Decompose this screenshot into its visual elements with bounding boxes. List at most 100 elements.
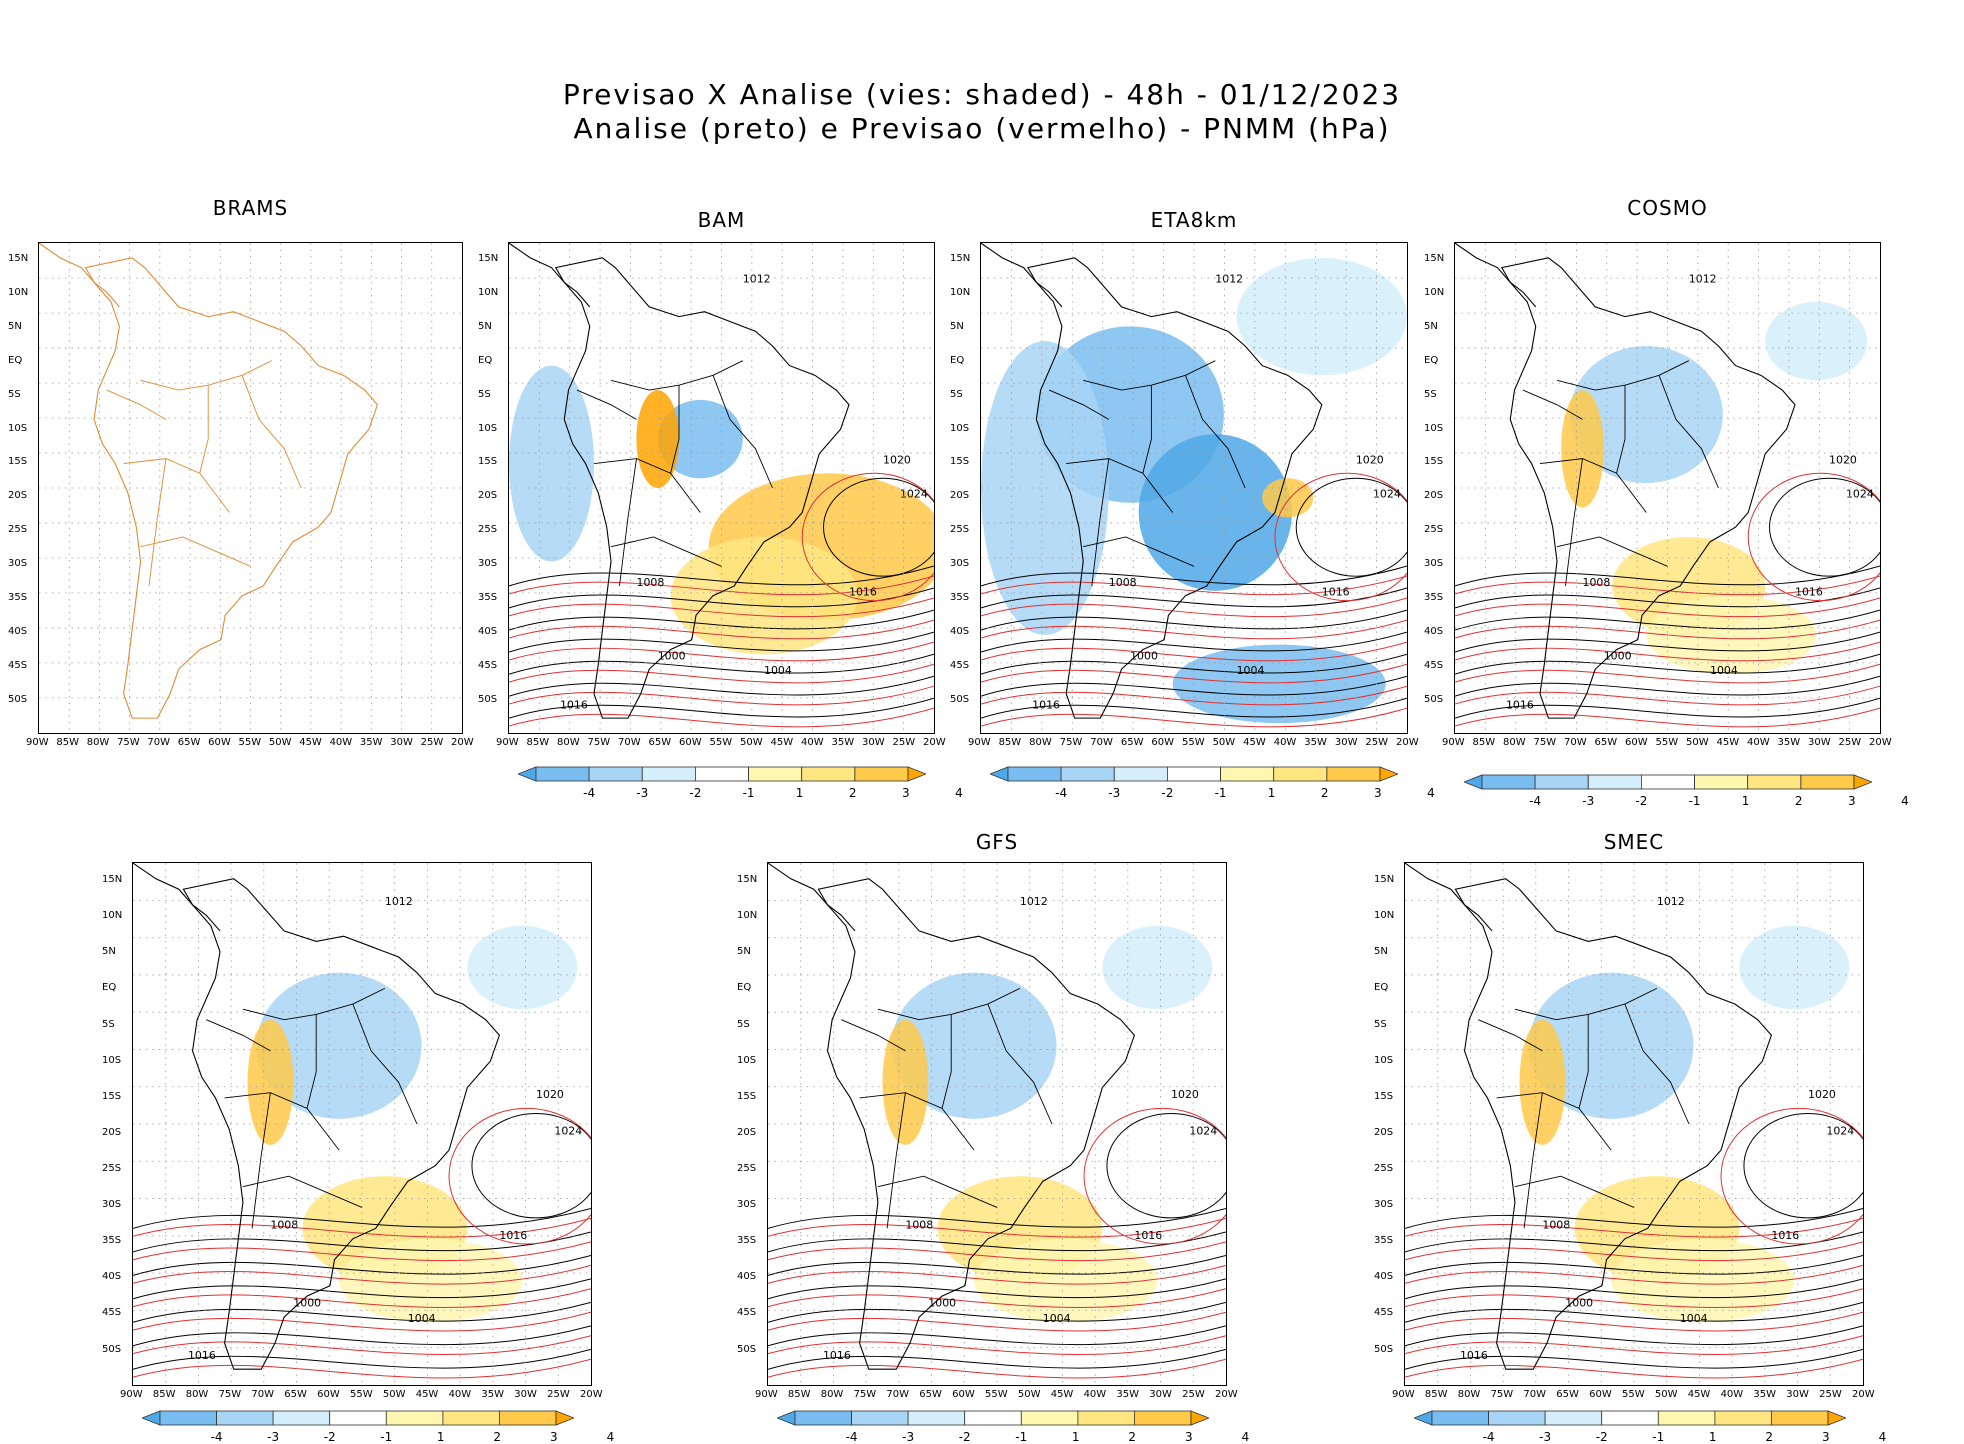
longitude-label: 90W [26, 737, 49, 748]
colorbar-segment [1190, 1410, 1209, 1426]
latitude-label: 5N [1424, 320, 1438, 332]
coastline [39, 243, 120, 308]
latitude-label: 15N [478, 252, 499, 264]
analysis-isobar [981, 609, 1407, 631]
latitude-label: 10N [950, 286, 971, 298]
latitude-label: 50S [8, 693, 28, 705]
latitude-label: 15N [950, 252, 971, 264]
colorbar-segment [498, 1410, 557, 1426]
analysis-isobar [768, 1231, 1226, 1253]
forecast-isobar [768, 1358, 1226, 1379]
latitude-label: 20S [102, 1126, 122, 1138]
isobar-label: 1012 [1689, 272, 1717, 285]
panel-title: GFS [975, 830, 1019, 854]
analysis-isobar [1455, 675, 1880, 697]
analysis-isobar [1405, 1278, 1863, 1300]
colorbar-segment [1020, 1410, 1079, 1426]
colorbar-label: 4 [1878, 1430, 1887, 1444]
analysis-isobar [768, 1207, 1226, 1229]
isobar-label: 1008 [1583, 576, 1611, 589]
colorbar-label: -4 [583, 786, 596, 800]
map-svg: 1016 1008 1016 1020 1024 1004 1000 1012 [981, 243, 1407, 733]
longitude-label: 75W [1059, 737, 1083, 748]
analysis-isobar [1455, 609, 1880, 631]
colorbar-label: -4 [1055, 786, 1068, 800]
latitude-label: 5S [478, 388, 491, 400]
coastline [817, 878, 1136, 1370]
forecast-isobar [133, 1241, 591, 1262]
forecast-isobar [1455, 707, 1880, 728]
analysis-isobar [133, 1278, 591, 1300]
country-border [712, 375, 773, 489]
isobar-label: 1016 [499, 1229, 527, 1242]
longitude-label: 35W [831, 737, 855, 748]
map-frame: 1016 1008 1016 1020 1024 1004 1000 1012 [1454, 242, 1881, 734]
latitude-label: 45S [478, 659, 498, 671]
colorbar-label: -3 [267, 1430, 280, 1444]
analysis-isobar [509, 675, 934, 697]
colorbar-segment [588, 766, 643, 782]
forecast-isobar [801, 472, 934, 602]
analysis-isobar [981, 653, 1407, 675]
longitude-label: 70W [886, 1389, 910, 1400]
longitude-label: 20W [923, 737, 946, 748]
longitude-label: 50W [740, 737, 763, 748]
coastline [554, 257, 850, 719]
latitude-label: 5N [102, 946, 116, 958]
colorbar-label: -1 [1214, 786, 1227, 800]
longitude-label: 25W [1182, 1389, 1205, 1400]
analysis-isobar [509, 609, 934, 631]
bias-shading [1569, 345, 1723, 484]
country-border [1142, 385, 1152, 474]
longitude-label: 45W [1687, 1389, 1711, 1400]
latitude-label: 25S [1424, 524, 1444, 536]
country-border [106, 389, 167, 420]
latitude-label: 20S [8, 490, 28, 502]
colorbar-segment [794, 1410, 852, 1426]
latitude-label: 25S [478, 524, 498, 536]
bias-shading [1561, 390, 1604, 508]
colorbar-segment [1273, 766, 1328, 782]
analysis-isobar [768, 1278, 1226, 1300]
country-border [1066, 458, 1174, 513]
colorbar-label: 3 [1185, 1430, 1193, 1444]
latitude-label: 40S [737, 1271, 757, 1283]
colorbar-segment [518, 766, 537, 782]
colorbar-label: 4 [1241, 1430, 1250, 1444]
analysis-isobar [768, 1254, 1226, 1276]
forecast-isobar [981, 663, 1407, 684]
forecast-isobar [509, 597, 934, 618]
longitude-label: 65W [1594, 737, 1618, 748]
longitude-label: 35W [1304, 737, 1327, 748]
analysis-isobar [509, 653, 934, 675]
colorbar-label: 2 [493, 1430, 502, 1444]
latitude-label: 10N [8, 286, 29, 298]
colorbar-label: -3 [636, 786, 649, 800]
latitude-label: 5N [950, 320, 964, 332]
latitude-label: 15N [737, 874, 758, 886]
longitude-label: 75W [1490, 1389, 1514, 1400]
colorbar-segment [990, 766, 1009, 782]
colorbar-segment [272, 1410, 331, 1426]
coastline [1027, 257, 1323, 719]
colorbar-label: 2 [1128, 1430, 1137, 1444]
latitude-label: 25S [950, 524, 970, 536]
colorbar-label: 1 [795, 786, 804, 800]
country-border [1522, 389, 1583, 420]
colorbar-segment [555, 1410, 574, 1426]
longitude-label: 90W [496, 737, 519, 748]
isobar-label: 1024 [1846, 488, 1874, 501]
longitude-label: 45W [770, 737, 794, 748]
latitude-label: 35S [8, 592, 28, 604]
forecast-isobar [981, 597, 1407, 618]
colorbar-label: -2 [1161, 786, 1174, 800]
country-border [941, 1014, 952, 1109]
latitude-label: EQ [1374, 982, 1389, 994]
forecast-isobar [981, 707, 1407, 728]
longitude-label: 90W [755, 1389, 778, 1400]
latitude-label: 35S [478, 592, 498, 604]
longitude-label: 70W [1523, 1389, 1547, 1400]
latitude-label: 20S [478, 490, 498, 502]
country-border [241, 375, 302, 489]
longitude-label: 75W [117, 737, 140, 748]
